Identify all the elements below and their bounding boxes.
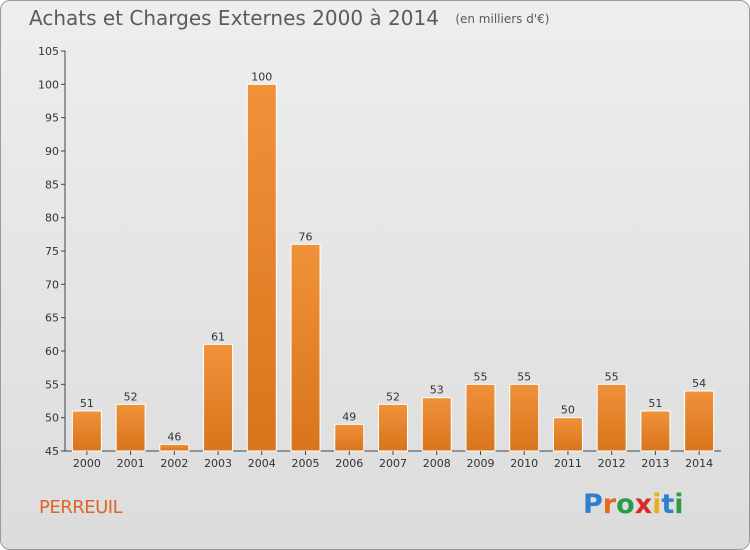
logo-letter: i <box>674 489 684 520</box>
bar <box>378 403 408 452</box>
x-tick-label: 2000 <box>73 457 101 470</box>
y-tick-label: 65 <box>45 312 59 325</box>
y-tick-label: 85 <box>45 178 59 191</box>
logo-letter: i <box>652 489 662 520</box>
logo-letter: r <box>602 489 617 520</box>
y-tick-label: 70 <box>45 278 59 291</box>
bar <box>290 243 321 452</box>
data-label: 49 <box>342 410 356 423</box>
bar <box>203 343 234 452</box>
bar <box>159 443 190 452</box>
town-name: PERREUIL <box>39 497 123 518</box>
bar <box>596 383 627 452</box>
bar <box>115 403 146 452</box>
bar <box>509 383 540 452</box>
data-label: 76 <box>299 230 313 243</box>
y-tick-label: 55 <box>45 378 59 391</box>
logo-letter: o <box>616 489 635 520</box>
y-tick-label: 90 <box>45 145 59 158</box>
x-tick-label: 2014 <box>685 457 713 470</box>
bar <box>71 410 102 452</box>
x-tick-label: 2010 <box>510 457 538 470</box>
chart-title-text: Achats et Charges Externes 2000 à 2014 <box>29 6 439 30</box>
chart-title: Achats et Charges Externes 2000 à 2014 (… <box>29 6 549 30</box>
data-label: 51 <box>80 397 94 410</box>
x-tick-label: 2013 <box>641 457 669 470</box>
bar <box>465 383 496 452</box>
data-label: 55 <box>605 370 619 383</box>
data-label: 46 <box>167 430 181 443</box>
x-tick-label: 2012 <box>598 457 626 470</box>
logo-letter: P <box>583 489 603 520</box>
proxiti-logo[interactable]: Proxiti <box>583 489 684 520</box>
bar <box>334 423 365 452</box>
x-tick-label: 2002 <box>160 457 188 470</box>
logo-letter: x <box>634 489 653 520</box>
y-tick-label: 105 <box>38 45 59 58</box>
data-label: 54 <box>692 377 706 390</box>
y-tick-label: 75 <box>45 245 59 258</box>
logo-letter: t <box>661 489 675 520</box>
data-label: 100 <box>251 70 272 83</box>
y-tick-label: 100 <box>38 78 59 91</box>
x-tick-label: 2004 <box>248 457 276 470</box>
data-label: 53 <box>430 384 444 397</box>
y-tick-label: 45 <box>45 445 59 458</box>
y-tick-label: 95 <box>45 112 59 125</box>
y-tick-label: 50 <box>45 412 59 425</box>
y-tick-label: 60 <box>45 345 59 358</box>
bar <box>684 390 715 452</box>
x-tick-label: 2001 <box>117 457 145 470</box>
chart-unit-note: (en milliers d'€) <box>455 12 550 26</box>
x-tick-label: 2011 <box>554 457 582 470</box>
data-label: 55 <box>473 370 487 383</box>
data-label: 51 <box>648 397 662 410</box>
data-label: 55 <box>517 370 531 383</box>
data-label: 52 <box>124 390 138 403</box>
data-label: 61 <box>211 330 225 343</box>
x-tick-label: 2006 <box>335 457 363 470</box>
x-tick-label: 2008 <box>423 457 451 470</box>
data-label: 52 <box>386 390 400 403</box>
bar <box>552 417 583 452</box>
x-tick-label: 2009 <box>466 457 494 470</box>
bar <box>421 397 452 452</box>
x-tick-label: 2005 <box>292 457 320 470</box>
x-tick-label: 2003 <box>204 457 232 470</box>
bar <box>640 410 671 452</box>
bar <box>246 83 277 452</box>
y-tick-label: 80 <box>45 212 59 225</box>
x-tick-label: 2007 <box>379 457 407 470</box>
data-label: 50 <box>561 404 575 417</box>
